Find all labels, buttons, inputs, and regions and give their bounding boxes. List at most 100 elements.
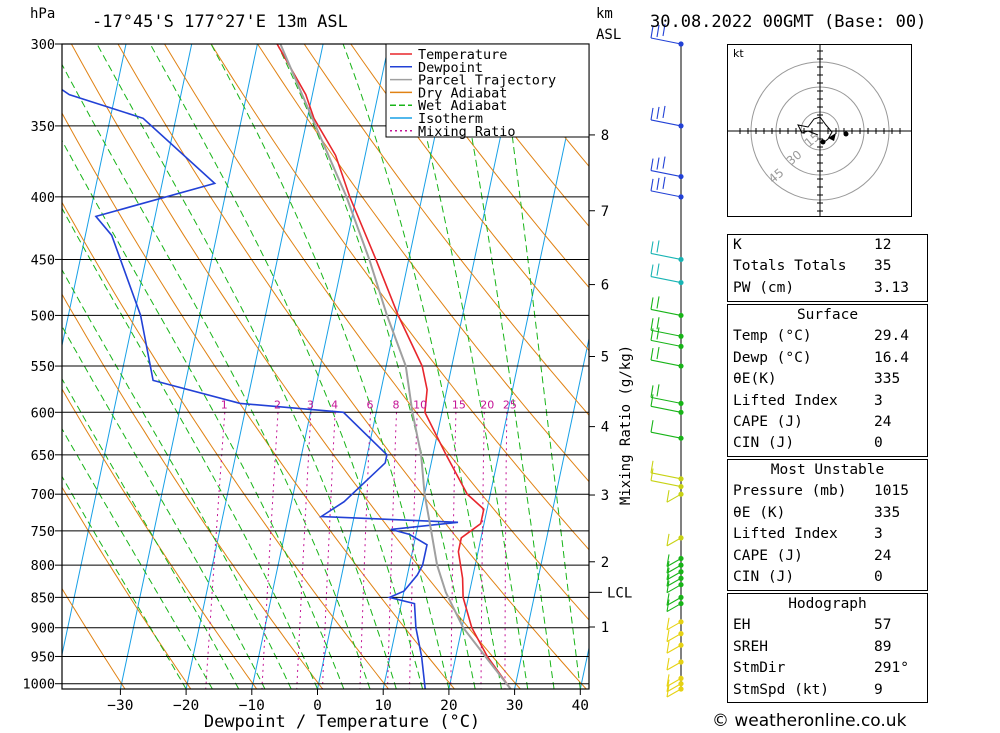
hodograph-trace [797,116,833,144]
pressure-tick-label: 350 [31,119,55,135]
mixing-ratio-label: 1 [221,398,228,411]
hodograph-unit: kt [733,47,744,60]
mixing-ratio-line [321,412,336,689]
indices-table: K 12 Totals Totals 35 PW (cm) 3.13 [727,234,928,302]
table-row: CIN (J) 0 [728,433,927,454]
dry-adiabat-line [396,44,589,289]
row-key: SREH [733,638,768,655]
pressure-tick-label: 750 [31,524,55,540]
pressure-tick-label: 600 [31,405,55,421]
row-value: 9 [874,681,883,698]
row-key: CAPE (J) [733,413,803,430]
temp-tick-label: 40 [572,698,589,714]
dry-adiabat-line [350,44,589,352]
row-key: Lifted Index [733,392,838,409]
row-key: Dewp (°C) [733,349,812,366]
table-row: CAPE (J) 24 [728,412,927,433]
table-row: Temp (°C) 29.4 [728,326,927,347]
temp-tick-label: −10 [239,698,265,714]
dry-adiabat-line [443,44,589,227]
wind-barb [650,240,682,260]
mixing-ratio-label: 4 [331,398,338,411]
wet-adiabat-line [454,44,555,689]
height-km-label: 1 [601,620,609,636]
row-value: 3 [874,392,883,409]
pressure-unit-label: hPa [30,6,56,22]
pressure-tick-label: 1000 [22,677,55,693]
wet-adiabat-line [149,44,424,689]
table-row: Dewp (°C) 16.4 [728,348,927,369]
surface-table: Surface Temp (°C) 29.4 Dewp (°C) 16.4 θE(K) 3… [727,304,928,457]
mixing-ratio-label: 15 [452,398,466,411]
dry-adiabat-line [62,201,389,689]
parcel-trajectory-line [279,44,512,689]
wet-adiabat-line [62,139,345,689]
dry-adiabat-line [210,44,589,551]
legend-entry: Isotherm [418,111,483,127]
wind-barb [666,674,682,687]
mixing-ratio-label: 2 [274,398,281,411]
dry-adiabat-line [164,44,589,621]
temp-tick-label: 30 [506,698,523,714]
pressure-tick-label: 450 [31,252,55,268]
hodograph-point [843,131,849,137]
hodograph-table: Hodograph EH 57 SREH 89 StmDir 291° StmSpd (kt… [727,593,928,703]
legend-entry: Mixing Ratio [418,124,516,140]
wind-barb [666,567,682,581]
wet-adiabat-line [499,44,581,689]
wind-barb [666,533,682,547]
wind-barb [650,460,682,480]
pressure-tick-label: 400 [31,190,55,206]
temperature-line [276,44,512,689]
wind-barb [666,554,682,567]
mixing-ratio-line [359,412,371,689]
mixing-ratio-label: 6 [366,398,373,411]
mixing-ratio-label: 25 [503,398,517,411]
row-key: θE(K) [733,371,777,388]
wind-barb [650,384,682,404]
pressure-tick-label: 800 [31,558,55,574]
table-row: Lifted Index 3 [728,524,927,545]
pressure-tick-label: 950 [31,649,55,665]
row-value: 1015 [874,483,909,500]
mixing-ratio-line [261,412,279,689]
lcl-label: LCL [607,585,632,601]
row-key: PW (cm) [733,279,795,296]
wind-barb [650,394,682,413]
wind-barb [666,599,682,613]
row-key: StmDir [733,660,786,677]
row-value: 291° [874,660,909,677]
row-value: 29.4 [874,328,909,345]
row-value: 24 [874,413,892,430]
wet-adiabat-line [62,63,371,689]
pressure-tick-label: 900 [31,621,55,637]
dry-adiabat-line [62,587,126,689]
row-value: 3.13 [874,279,909,296]
wind-barb [650,468,682,488]
mixing-ratio-line [296,412,312,689]
wind-barb [666,629,682,643]
hodograph-ring-label: 30 [784,147,805,168]
table-row: θE(K) 335 [728,369,927,390]
row-value: 335 [874,504,901,521]
table-row: Pressure (mb) 1015 [728,481,927,502]
row-key: CAPE (J) [733,547,803,564]
wind-barb [650,105,682,127]
wind-barb [650,346,682,367]
pressure-tick-label: 650 [31,448,55,464]
row-value: 89 [874,638,892,655]
height-km-label: 6 [601,278,609,294]
dewpoint-line [62,88,459,689]
table-row: Lifted Index 3 [728,391,927,412]
row-key: CIN (J) [733,435,795,452]
table-row: EH 57 [728,615,927,636]
dry-adiabat-line [62,293,323,689]
mixing-ratio-line [409,412,418,689]
wind-barb [666,657,682,671]
location-title: -17°45'S 177°27'E 13m ASL [92,12,348,32]
row-key: Totals Totals [733,258,847,275]
row-key: K [733,237,742,253]
table-row: CIN (J) 0 [728,567,927,588]
